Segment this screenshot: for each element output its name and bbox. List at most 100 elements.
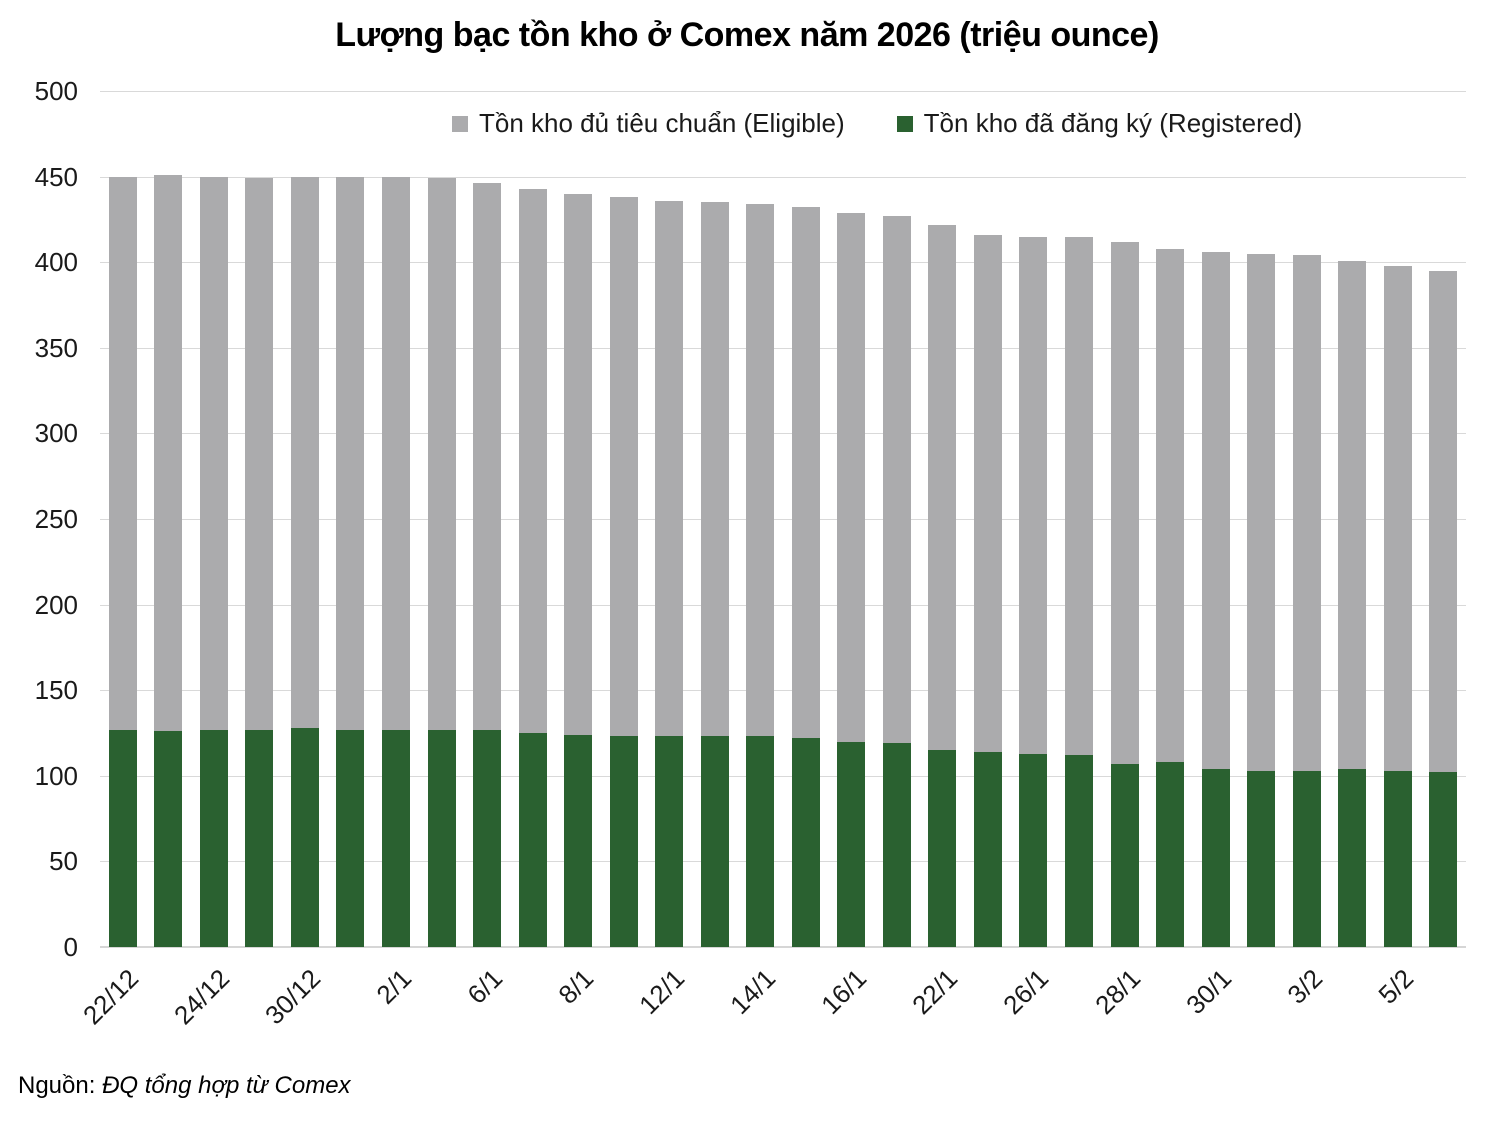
bar-group-5 [290,176,319,947]
gridline-50 [100,861,1466,863]
bar-registered-segment [973,751,1002,947]
bar-group-13 [655,200,684,947]
bar-group-2 [154,174,183,947]
bar-registered-segment [290,727,319,947]
source-text: ĐQ tổng hợp từ Comex [102,1072,351,1099]
y-tick-label-50: 50 [49,846,78,877]
gridline-400 [100,262,1466,264]
bar-registered-segment [1292,770,1321,947]
gridline-500 [100,91,1466,92]
bar-eligible-segment [609,197,638,737]
bar-registered-segment [336,729,365,947]
source-prefix: Nguồn: [18,1072,103,1099]
bar-eligible-segment [290,176,319,728]
bar-eligible-segment [1110,241,1139,764]
chart-title: Lượng bạc tồn kho ở Comex năm 2026 (triệ… [335,16,1159,54]
bar-eligible-segment [473,183,501,730]
bar-registered-segment [928,750,957,947]
bar-group-1 [108,176,137,947]
bar-group-30 [1429,270,1458,947]
bar-registered-segment [882,743,911,947]
bar-group-28 [1338,260,1367,947]
bar-eligible-segment [518,188,547,733]
bar-registered-segment [108,729,137,947]
bar-registered-segment [564,734,593,947]
bar-group-10 [518,188,547,947]
gridline-450 [100,176,1466,178]
gridline-100 [100,775,1466,777]
bar-eligible-segment [837,212,866,742]
bar-registered-segment [382,729,410,947]
bar-group-24 [1156,248,1184,947]
gridline-0 [100,946,1466,948]
legend-item-eligible: Tồn kho đủ tiêu chuẩn (Eligible) [452,108,845,139]
bar-registered-segment [1019,753,1048,947]
bar-registered-segment [245,729,274,947]
x-tick-label-30-1: 30/1 [1179,963,1237,1020]
bar-eligible-segment [1429,270,1458,773]
bar-eligible-segment [336,176,365,730]
y-tick-label-500: 500 [34,76,78,106]
bar-eligible-segment [108,176,137,730]
bar-registered-segment [791,738,820,947]
bar-registered-segment [746,736,775,947]
legend-swatch-eligible-icon [452,115,468,132]
bar-registered-segment [154,731,183,947]
legend: Tồn kho đủ tiêu chuẩn (Eligible) Tồn kho… [452,108,1302,139]
bar-registered-segment [1201,769,1230,947]
bar-registered-segment [609,736,638,947]
y-tick-label-0: 0 [63,932,78,962]
y-tick-label-350: 350 [34,332,78,363]
bar-eligible-segment [928,224,957,751]
legend-item-registered: Tồn kho đã đăng ký (Registered) [896,108,1302,139]
bar-eligible-segment [1156,248,1184,763]
bar-group-29 [1383,265,1412,947]
bar-group-26 [1247,253,1276,947]
y-tick-label-250: 250 [34,504,78,534]
source-note: Nguồn: ĐQ tổng hợp từ Comex [18,1072,351,1100]
bar-group-21 [1019,236,1048,947]
gridline-150 [100,690,1466,692]
bar-registered-segment [837,741,866,947]
bar-group-23 [1110,241,1139,947]
bar-eligible-segment [882,216,911,744]
bar-group-15 [746,204,775,947]
bar-group-12 [609,197,638,947]
bar-eligible-segment [427,178,456,730]
y-tick-label-450: 450 [34,161,78,192]
legend-label-eligible: Tồn kho đủ tiêu chuẩn (Eligible) [479,108,845,138]
bar-eligible-segment [746,204,775,737]
y-tick-label-100: 100 [34,760,78,791]
bar-registered-segment [473,729,501,947]
y-tick-label-200: 200 [34,589,78,620]
bar-registered-segment [1156,762,1184,947]
bar-group-25 [1201,251,1230,947]
bar-registered-segment [199,729,228,947]
gridline-300 [100,433,1466,435]
x-tick-label-3-2: 3/2 [1281,963,1328,1010]
gridline-350 [100,347,1466,349]
bar-eligible-segment [1338,260,1367,769]
bar-eligible-segment [1201,251,1230,769]
bar-group-11 [564,193,593,947]
bar-eligible-segment [700,202,729,737]
bar-group-18 [882,216,911,947]
bar-registered-segment [1429,772,1458,947]
bar-group-4 [245,178,274,947]
y-tick-label-150: 150 [34,675,78,706]
gridline-200 [100,604,1466,606]
bar-eligible-segment [564,193,593,735]
bar-eligible-segment [154,174,183,732]
bar-eligible-segment [382,176,410,730]
bar-group-9 [473,183,501,947]
plot-area: 0 50 100 150 200 250 300 350 400 450 500 22/12 24/1… [35,76,1466,1030]
legend-swatch-registered-icon [896,115,913,132]
bar-group-17 [837,212,866,947]
bar-eligible-segment [1019,236,1048,754]
x-tick-label-22-12: 22/12 [76,963,145,1031]
bar-eligible-segment [973,234,1002,752]
bar-registered-segment [1338,769,1367,947]
bar-registered-segment [655,736,684,947]
bar-group-7 [382,176,410,947]
